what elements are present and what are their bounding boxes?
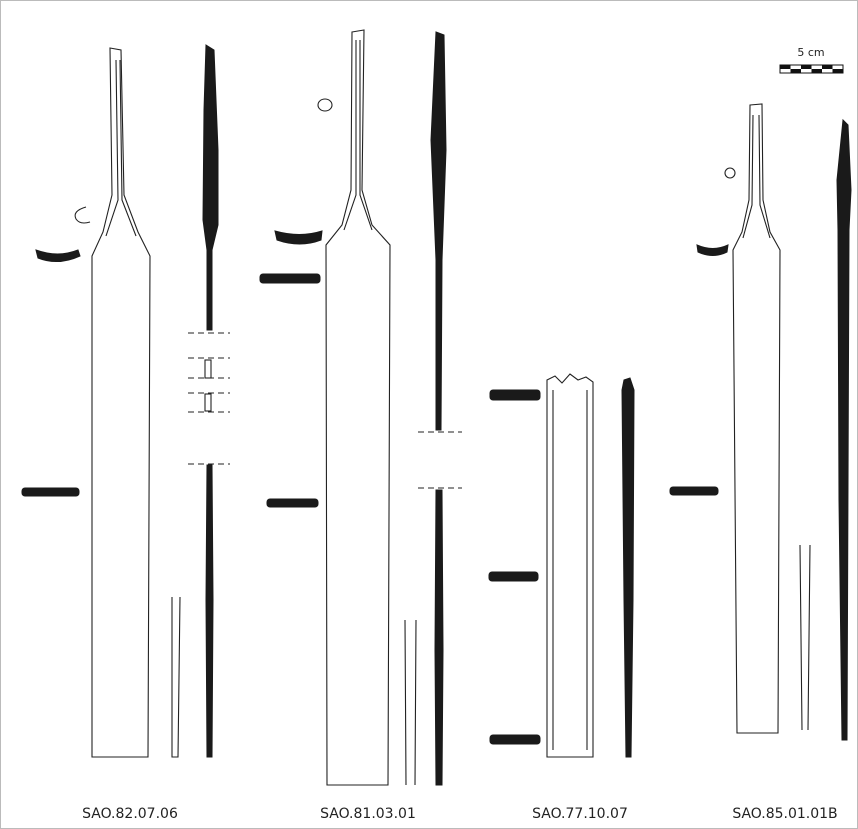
artifact-4 bbox=[669, 103, 852, 741]
scale-bar bbox=[779, 64, 844, 74]
artifact-label: SAO.81.03.01 bbox=[320, 806, 416, 822]
artifact-3 bbox=[488, 373, 635, 758]
scale-label: 5 cm bbox=[797, 46, 824, 59]
artifact-label: SAO.82.07.06 bbox=[82, 806, 178, 822]
artifact-label: SAO.77.10.07 bbox=[532, 806, 628, 822]
artifact-label: SAO.85.01.01B bbox=[732, 806, 837, 822]
artifact-2 bbox=[259, 29, 462, 786]
artifact-1 bbox=[21, 44, 230, 758]
